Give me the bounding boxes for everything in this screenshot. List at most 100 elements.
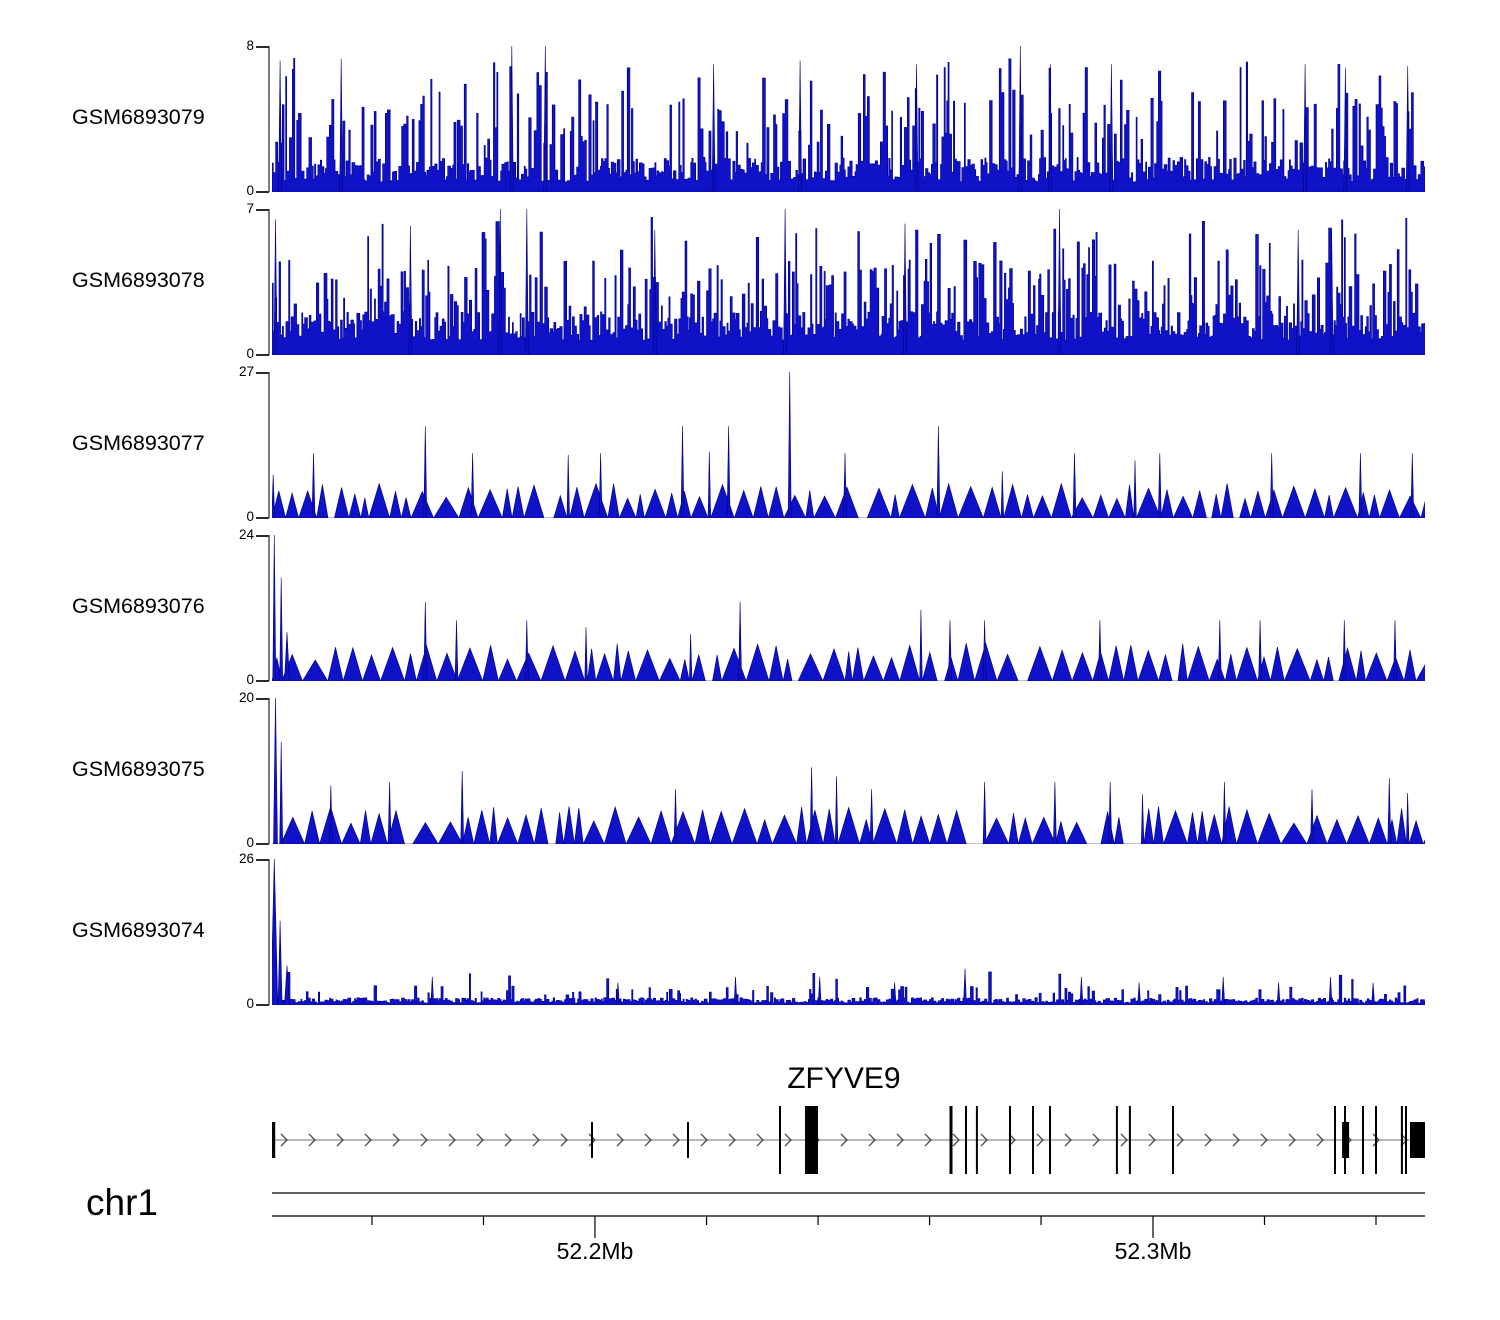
track-ymax-label: 20 [238,690,254,705]
track-label: GSM6893077 [72,431,205,455]
coverage-plot [272,859,1425,1005]
coverage-plot [272,372,1425,518]
track-ymin-label: 0 [246,183,254,198]
strand-arrow-icon [280,1133,288,1147]
track-axis-tick [256,372,269,374]
strand-arrow-icon [308,1133,316,1147]
strand-arrow-icon [756,1133,764,1147]
exon-box [1405,1106,1407,1174]
coverage-plot [272,535,1425,681]
strand-arrow-icon [644,1133,652,1147]
strand-arrow-icon [952,1133,960,1147]
exon-box [1032,1106,1034,1174]
track-axis-bracket [268,46,270,192]
exon-box [1009,1106,1011,1174]
track-axis-tick [256,517,269,519]
strand-arrow-icon [1036,1133,1044,1147]
track-label: GSM6893075 [72,757,205,781]
strand-arrow-icon [1260,1133,1268,1147]
exon-box [272,1122,276,1158]
track-axis-bracket [268,698,270,844]
axis-tick-label: 52.3Mb [1114,1238,1192,1264]
strand-arrow-icon [616,1133,624,1147]
exon-box [1400,1106,1403,1174]
track-ymin-label: 0 [246,346,254,361]
exon-box [1128,1106,1131,1174]
strand-arrow-icon [1288,1133,1296,1147]
track-ymin-label: 0 [246,835,254,850]
strand-arrow-icon [700,1133,708,1147]
track-axis-bracket [268,372,270,518]
track-axis-tick [256,843,269,845]
strand-arrow-icon [1176,1133,1184,1147]
track-ymax-label: 27 [238,364,254,379]
track-axis-bracket [268,859,270,1005]
coverage-plot [272,698,1425,844]
track-ymin-label: 0 [246,996,254,1011]
track-axis-tick [256,859,269,861]
track-axis-tick [256,698,269,700]
track-ymin-label: 0 [246,509,254,524]
track-axis-tick [256,191,269,193]
axis-tick-label: 52.2Mb [556,1238,634,1264]
exon-box [975,1106,978,1174]
strand-arrow-icon [896,1133,904,1147]
track-label: GSM6893076 [72,594,205,618]
gene-model-track [272,1106,1425,1174]
strand-arrow-icon [504,1133,512,1147]
track-axis-tick [256,535,269,537]
strand-arrow-icon [448,1133,456,1147]
track-ymax-label: 7 [246,201,254,216]
strand-arrow-icon [560,1133,568,1147]
track-axis-tick [256,354,269,356]
exon-box [1115,1106,1118,1174]
exon-box [1334,1106,1336,1174]
strand-arrow-icon [1204,1133,1212,1147]
exon-box [1172,1106,1174,1174]
chromosome-label: chr1 [86,1182,158,1223]
track-ymax-label: 26 [238,851,254,866]
strand-arrow-icon [1120,1133,1128,1147]
strand-arrow-icon [840,1133,848,1147]
coverage-plot [272,46,1425,192]
strand-arrow-icon [420,1133,428,1147]
strand-arrow-icon [364,1133,372,1147]
track-label: GSM6893078 [72,268,205,292]
exon-box [779,1106,781,1174]
strand-arrow-icon [392,1133,400,1147]
strand-arrow-icon [672,1133,680,1147]
genome-axis [272,1192,1425,1238]
track-ymax-label: 24 [238,527,254,542]
exon-box [591,1122,593,1158]
track-axis-bracket [268,535,270,681]
strand-arrow-icon [1148,1133,1156,1147]
strand-arrow-icon [532,1133,540,1147]
exon-box [687,1122,689,1158]
coverage-plot [272,209,1425,355]
track-ymin-label: 0 [246,672,254,687]
track-ymax-label: 8 [246,38,254,53]
strand-arrow-icon [1316,1133,1324,1147]
track-axis-tick [256,46,269,48]
track-axis-tick [256,680,269,682]
exon-box [805,1106,818,1174]
exon-box [1049,1106,1051,1174]
strand-arrow-icon [1232,1133,1240,1147]
exon-box [1410,1122,1425,1158]
strand-arrow-icon [336,1133,344,1147]
exon-box [1362,1106,1364,1174]
strand-arrow-icon [868,1133,876,1147]
track-axis-tick [256,209,269,211]
track-label: GSM6893079 [72,105,205,129]
track-label: GSM6893074 [72,918,205,942]
track-axis-tick [256,1004,269,1006]
exon-box [1375,1106,1377,1174]
track-axis-bracket [268,209,270,355]
exon-box [1344,1106,1346,1174]
strand-arrow-icon [476,1133,484,1147]
strand-arrow-icon [924,1133,932,1147]
strand-arrow-icon [1064,1133,1072,1147]
exon-box [965,1106,967,1174]
exon-box [949,1106,953,1174]
